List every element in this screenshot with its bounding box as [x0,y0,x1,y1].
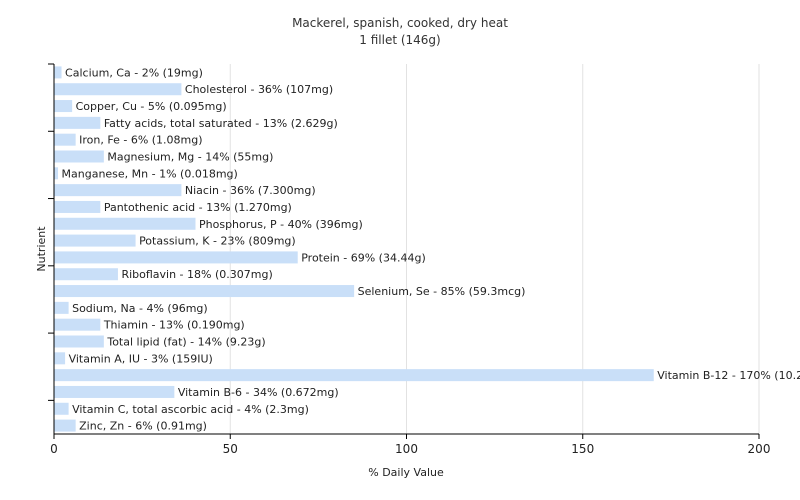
y-axis-title: Nutrient [35,226,48,272]
bar [54,301,69,314]
bar-label: Iron, Fe - 6% (1.08mg) [79,134,202,147]
bar [54,352,66,365]
bar [54,167,59,180]
bar [54,419,76,432]
bar [54,217,196,230]
bar-label: Protein - 69% (34.44g) [301,251,426,264]
bar-series: Calcium, Ca - 2% (19mg) Cholesterol - 36%… [54,66,800,433]
bar-label: Copper, Cu - 5% (0.095mg) [76,100,227,113]
bar [54,100,73,113]
bar-label: Total lipid (fat) - 14% (9.23g) [106,336,265,349]
x-tick-label: 0 [50,442,58,456]
x-tick-label: 50 [223,442,238,456]
bar [54,335,104,348]
x-tick-label: 150 [571,442,594,456]
bar-label: Calcium, Ca - 2% (19mg) [65,66,203,79]
bar-label: Magnesium, Mg - 14% (55mg) [107,151,273,164]
bar-label: Cholesterol - 36% (107mg) [185,83,333,96]
bar-label: Vitamin B-12 - 170% (10.22mcg) [657,369,800,382]
bar-label: Vitamin B-6 - 34% (0.672mg) [178,386,339,399]
bar-label: Sodium, Na - 4% (96mg) [72,302,208,315]
x-tick-label: 100 [395,442,418,456]
bar-label: Phosphorus, P - 40% (396mg) [199,218,363,231]
bar-label: Riboflavin - 18% (0.307mg) [121,268,272,281]
bar [54,150,104,163]
axes: 0 50 100 150 200 [48,63,771,456]
bar [54,184,182,197]
bar-label: Vitamin A, IU - 3% (159IU) [69,352,213,365]
bar-label: Fatty acids, total saturated - 13% (2.62… [104,117,338,130]
bar-label: Selenium, Se - 85% (59.3mcg) [358,285,526,298]
x-axis-title: % Daily Value [368,466,444,479]
bar [54,116,101,129]
bar-label: Vitamin C, total ascorbic acid - 4% (2.3… [72,403,309,416]
chart-title: Mackerel, spanish, cooked, dry heat [292,16,508,30]
bar-label: Thiamin - 13% (0.190mg) [103,319,245,332]
bar [54,83,182,96]
chart-subtitle: 1 fillet (146g) [359,33,440,47]
bar-label: Pantothenic acid - 13% (1.270mg) [104,201,292,214]
bar-label: Manganese, Mn - 1% (0.018mg) [62,167,238,180]
bar [54,285,355,298]
bar [54,268,118,281]
bar [54,200,101,213]
bar [54,385,175,398]
bar-label: Niacin - 36% (7.300mg) [185,184,316,197]
bar [54,234,136,247]
bar [54,133,76,146]
bar [54,369,654,382]
bar-label: Zinc, Zn - 6% (0.91mg) [79,420,207,433]
x-tick-label: 200 [748,442,771,456]
bar [54,251,298,264]
bar-label: Potassium, K - 23% (809mg) [139,235,296,248]
bar [54,318,101,331]
bar [54,402,69,415]
bar [54,66,62,79]
